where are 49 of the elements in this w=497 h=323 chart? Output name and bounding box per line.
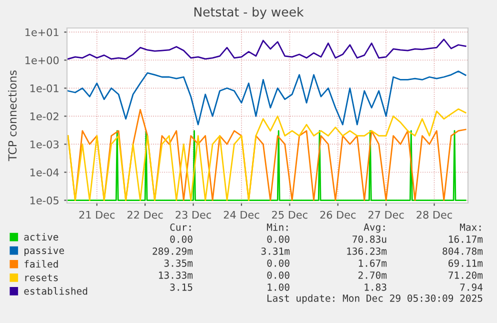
text: 71.20m <box>448 271 483 279</box>
legend-label: resets <box>25 274 58 282</box>
text: 16.17m <box>449 235 483 243</box>
x-tick-label: 27 Dec <box>368 210 404 219</box>
text: 2.70m <box>358 271 387 279</box>
text: 70.83u <box>352 235 386 243</box>
y-tick-label: 1e-04 <box>30 168 59 176</box>
text: 0.00 <box>267 235 290 243</box>
text: 804.78m <box>442 247 483 255</box>
x-tick-label: 23 Dec <box>176 210 211 219</box>
x-tick-label: 26 Dec <box>320 210 356 219</box>
text: 1.67m <box>358 259 387 267</box>
y-axis-title: TCP connections <box>8 70 17 162</box>
text: 69.11m <box>448 259 483 267</box>
x-tick-label: 21 Dec <box>79 210 115 219</box>
text: Min: <box>266 223 288 231</box>
text: 13.33m <box>159 271 193 279</box>
text: 3.31m <box>261 247 290 255</box>
legend-label: passive <box>24 246 64 256</box>
y-tick-label: 1e+00 <box>25 56 59 64</box>
legend-label: failed <box>24 260 58 268</box>
text: Last update: Mon Dec 29 05:30:09 2025 <box>267 294 482 304</box>
chart-title: Netstat - by week <box>194 6 304 20</box>
text: Avg: <box>364 224 385 233</box>
text: 1.00 <box>268 283 290 291</box>
text: Max: <box>460 224 481 231</box>
line-series <box>67 70 466 126</box>
legend-label: established <box>24 287 88 295</box>
y-tick-label: 1e-05 <box>30 196 58 204</box>
text: 3.35m <box>164 259 193 267</box>
text: 0.00 <box>267 259 290 267</box>
text: Cur: <box>170 223 191 231</box>
x-tick-label: 25 Dec <box>272 210 308 219</box>
x-tick-label: 24 Dec <box>224 210 260 219</box>
line-series <box>67 38 466 60</box>
text: 136.23m <box>347 247 387 255</box>
text: 0.00 <box>267 271 290 279</box>
x-tick-label: 22 Dec <box>127 210 163 219</box>
y-tick-label: 1e+01 <box>25 28 58 36</box>
y-tick-label: 1e-03 <box>30 140 59 148</box>
y-tick-label: 1e-01 <box>30 84 58 92</box>
text: 3.15 <box>170 283 192 291</box>
x-tick-label: 28 Dec <box>416 210 452 219</box>
text: 1.83 <box>364 283 386 291</box>
text: 7.94 <box>460 283 483 291</box>
legend-label: active <box>24 233 58 241</box>
text: 0.00 <box>170 235 192 243</box>
y-tick-label: 1e-02 <box>30 112 58 120</box>
text: 289.29m <box>152 247 193 255</box>
